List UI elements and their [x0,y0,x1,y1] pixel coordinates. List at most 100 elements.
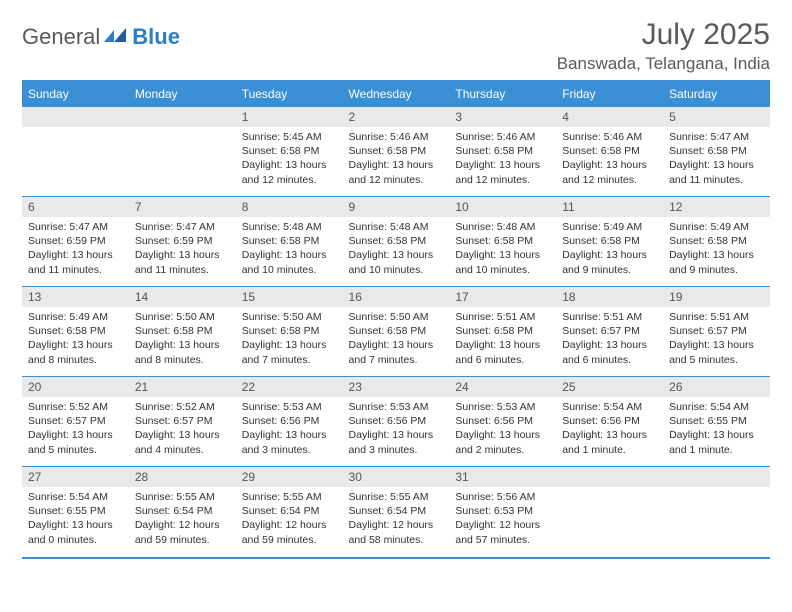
calendar-day-cell: 17Sunrise: 5:51 AMSunset: 6:58 PMDayligh… [449,287,556,377]
day-details: Sunrise: 5:46 AMSunset: 6:58 PMDaylight:… [556,127,663,193]
sunset-line: Sunset: 6:56 PM [455,414,550,428]
daylight-line: Daylight: 13 hours and 12 minutes. [562,158,657,186]
calendar-day-cell: 24 Sunrise: 5:53 AMSunset: 6:56 PMDayligh… [449,377,556,467]
day-details: Sunrise: 5:49 AMSunset: 6:58 PMDaylight:… [22,307,129,373]
calendar-day-cell: 27Sunrise: 5:54 AMSunset: 6:55 PMDayligh… [22,467,129,557]
day-number: 27 [22,467,129,487]
daylight-line: Daylight: 13 hours and 11 minutes. [28,248,123,276]
weekday-header: Sunday [22,82,129,107]
weekday-header-row: SundayMondayTuesdayWednesdayThursdayFrid… [22,82,770,107]
calendar-day-cell: 14Sunrise: 5:50 AMSunset: 6:58 PMDayligh… [129,287,236,377]
sunrise-line: Sunrise: 5:52 AM [28,400,123,414]
sunset-line: Sunset: 6:58 PM [242,144,337,158]
sunset-line: Sunset: 6:58 PM [562,234,657,248]
daylight-line: Daylight: 13 hours and 12 minutes. [242,158,337,186]
sunrise-line: Sunrise: 5:52 AM [135,400,230,414]
day-details: Sunrise: 5:49 AMSunset: 6:58 PMDaylight:… [556,217,663,283]
day-number: 11 [556,197,663,217]
sunrise-line: Sunrise: 5:56 AM [455,490,550,504]
logo-text-general: General [22,24,100,50]
sunset-line: Sunset: 6:53 PM [455,504,550,518]
day-number: 4 [556,107,663,127]
day-number: 10 [449,197,556,217]
day-number: 25 [556,377,663,397]
daylight-line: Daylight: 12 hours and 58 minutes. [349,518,444,546]
sunset-line: Sunset: 6:58 PM [455,324,550,338]
calendar-day-cell: 23Sunrise: 5:53 AMSunset: 6:56 PMDayligh… [343,377,450,467]
day-number: 24 [449,377,556,397]
daylight-line: Daylight: 13 hours and 6 minutes. [455,338,550,366]
sunrise-line: Sunrise: 5:53 AM [455,400,550,414]
logo-text-blue: Blue [132,24,180,50]
bottom-divider [22,557,770,559]
title-block: July 2025 Banswada, Telangana, India [557,18,770,74]
sunrise-line: Sunrise: 5:49 AM [28,310,123,324]
day-details: Sunrise: 5:55 AMSunset: 6:54 PMDaylight:… [236,487,343,553]
day-number: 14 [129,287,236,307]
daylight-line: Daylight: 13 hours and 2 minutes. [455,428,550,456]
location-subtitle: Banswada, Telangana, India [557,54,770,74]
calendar-day-cell: 20Sunrise: 5:52 AMSunset: 6:57 PMDayligh… [22,377,129,467]
day-number: 16 [343,287,450,307]
day-details: Sunrise: 5:54 AMSunset: 6:55 PMDaylight:… [22,487,129,553]
weekday-header: Friday [556,82,663,107]
day-details: Sunrise: 5:50 AMSunset: 6:58 PMDaylight:… [236,307,343,373]
day-number: 22 [236,377,343,397]
sunset-line: Sunset: 6:58 PM [242,234,337,248]
calendar-day-cell: 30Sunrise: 5:55 AMSunset: 6:54 PMDayligh… [343,467,450,557]
daylight-line: Daylight: 13 hours and 7 minutes. [349,338,444,366]
sunrise-line: Sunrise: 5:53 AM [242,400,337,414]
day-details: Sunrise: 5:52 AMSunset: 6:57 PMDaylight:… [129,397,236,463]
sunset-line: Sunset: 6:57 PM [28,414,123,428]
day-details: Sunrise: 5:53 AMSunset: 6:56 PMDaylight:… [343,397,450,463]
day-number-band-empty [556,467,663,487]
day-details: Sunrise: 5:47 AMSunset: 6:59 PMDaylight:… [22,217,129,283]
sunrise-line: Sunrise: 5:54 AM [28,490,123,504]
sunset-line: Sunset: 6:55 PM [669,414,764,428]
calendar-empty-cell [663,467,770,557]
day-details: Sunrise: 5:55 AMSunset: 6:54 PMDaylight:… [343,487,450,553]
sunset-line: Sunset: 6:54 PM [349,504,444,518]
daylight-line: Daylight: 13 hours and 5 minutes. [28,428,123,456]
day-details: Sunrise: 5:51 AMSunset: 6:57 PMDaylight:… [556,307,663,373]
daylight-line: Daylight: 13 hours and 12 minutes. [349,158,444,186]
calendar-week-row: 27Sunrise: 5:54 AMSunset: 6:55 PMDayligh… [22,467,770,557]
sunrise-line: Sunrise: 5:48 AM [349,220,444,234]
weekday-header: Tuesday [236,82,343,107]
sunrise-line: Sunrise: 5:48 AM [455,220,550,234]
sunrise-line: Sunrise: 5:54 AM [562,400,657,414]
sunset-line: Sunset: 6:54 PM [135,504,230,518]
daylight-line: Daylight: 12 hours and 59 minutes. [135,518,230,546]
calendar-empty-cell [556,467,663,557]
daylight-line: Daylight: 13 hours and 11 minutes. [669,158,764,186]
sunrise-line: Sunrise: 5:47 AM [28,220,123,234]
day-number: 21 [129,377,236,397]
day-number: 1 [236,107,343,127]
calendar-day-cell: 15Sunrise: 5:50 AMSunset: 6:58 PMDayligh… [236,287,343,377]
daylight-line: Daylight: 13 hours and 10 minutes. [349,248,444,276]
sunrise-line: Sunrise: 5:48 AM [242,220,337,234]
header: General Blue July 2025 Banswada, Telanga… [22,18,770,74]
sunset-line: Sunset: 6:56 PM [349,414,444,428]
day-details: Sunrise: 5:52 AMSunset: 6:57 PMDaylight:… [22,397,129,463]
sunset-line: Sunset: 6:59 PM [28,234,123,248]
sunrise-line: Sunrise: 5:45 AM [242,130,337,144]
day-details: Sunrise: 5:45 AMSunset: 6:58 PMDaylight:… [236,127,343,193]
daylight-line: Daylight: 13 hours and 8 minutes. [135,338,230,366]
day-details: Sunrise: 5:46 AMSunset: 6:58 PMDaylight:… [343,127,450,193]
daylight-line: Daylight: 13 hours and 10 minutes. [242,248,337,276]
sunset-line: Sunset: 6:55 PM [28,504,123,518]
day-details: Sunrise: 5:53 AMSunset: 6:56 PMDaylight:… [236,397,343,463]
day-details: Sunrise: 5:54 AMSunset: 6:55 PMDaylight:… [663,397,770,463]
daylight-line: Daylight: 13 hours and 3 minutes. [242,428,337,456]
day-details: Sunrise: 5:51 AMSunset: 6:58 PMDaylight:… [449,307,556,373]
calendar-day-cell: 16Sunrise: 5:50 AMSunset: 6:58 PMDayligh… [343,287,450,377]
daylight-line: Daylight: 13 hours and 9 minutes. [562,248,657,276]
sunrise-line: Sunrise: 5:47 AM [669,130,764,144]
calendar-day-cell: 22Sunrise: 5:53 AMSunset: 6:56 PMDayligh… [236,377,343,467]
logo-flag-icon [104,28,130,46]
calendar-day-cell: 26Sunrise: 5:54 AMSunset: 6:55 PMDayligh… [663,377,770,467]
calendar-day-cell: 29Sunrise: 5:55 AMSunset: 6:54 PMDayligh… [236,467,343,557]
sunset-line: Sunset: 6:57 PM [135,414,230,428]
day-details: Sunrise: 5:50 AMSunset: 6:58 PMDaylight:… [343,307,450,373]
